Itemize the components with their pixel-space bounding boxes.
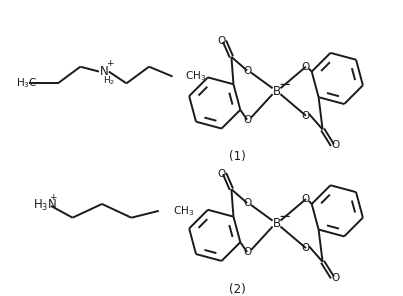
Text: −: − xyxy=(278,77,291,92)
Text: +: + xyxy=(106,59,114,68)
Text: O: O xyxy=(218,36,226,46)
Text: CH$_3$: CH$_3$ xyxy=(185,70,206,83)
Text: O: O xyxy=(243,66,251,75)
Text: O: O xyxy=(218,169,226,178)
Text: B: B xyxy=(272,85,280,98)
Text: O: O xyxy=(331,140,339,150)
Text: +: + xyxy=(49,193,57,202)
Text: (1): (1) xyxy=(229,150,246,163)
Text: H$_3$N: H$_3$N xyxy=(33,198,58,213)
Text: H$_2$: H$_2$ xyxy=(103,74,115,87)
Text: CH$_3$: CH$_3$ xyxy=(172,204,194,218)
Text: O: O xyxy=(243,198,251,208)
Text: B: B xyxy=(272,217,280,230)
Text: O: O xyxy=(243,247,251,257)
Text: H$_3$C: H$_3$C xyxy=(16,76,37,90)
Text: N: N xyxy=(100,65,108,78)
Text: O: O xyxy=(302,111,310,121)
Text: −: − xyxy=(278,209,291,224)
Text: O: O xyxy=(331,273,339,282)
Text: O: O xyxy=(243,115,251,125)
Text: O: O xyxy=(302,194,310,204)
Text: (2): (2) xyxy=(229,283,246,296)
Text: O: O xyxy=(302,243,310,253)
Text: O: O xyxy=(302,62,310,72)
